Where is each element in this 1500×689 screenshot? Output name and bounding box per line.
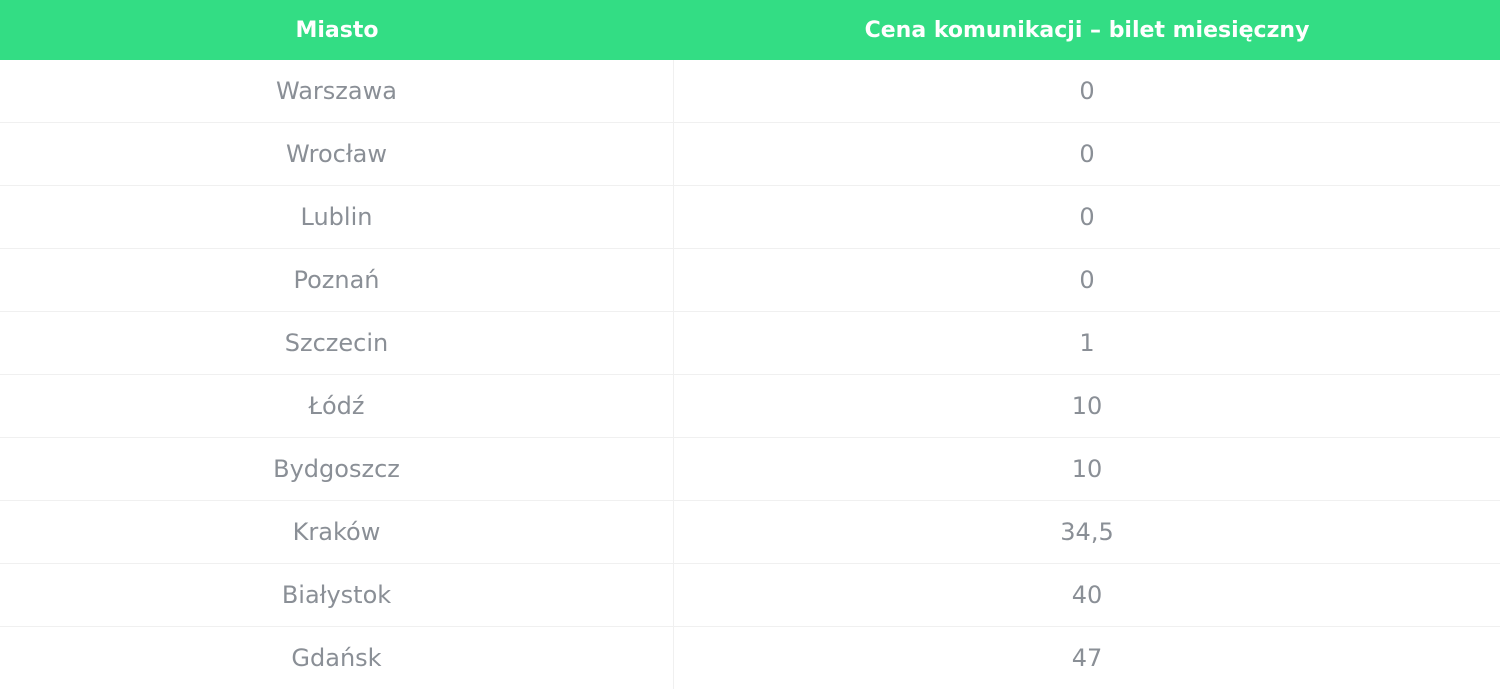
city-cell: Gdańsk (0, 627, 674, 689)
table-row: Białystok 40 (0, 564, 1500, 627)
city-cell: Bydgoszcz (0, 438, 674, 500)
price-cell: 1 (1079, 329, 1095, 357)
price-cell: 47 (1071, 644, 1103, 672)
table-row: Wrocław 0 (0, 123, 1500, 186)
price-cell: 0 (1079, 77, 1095, 105)
city-cell: Wrocław (0, 123, 674, 185)
header-price: Cena komunikacji – bilet miesięczny (864, 17, 1310, 43)
table-row: Poznań 0 (0, 249, 1500, 312)
price-cell: 40 (1071, 581, 1103, 609)
price-cell: 0 (1079, 203, 1095, 231)
city-cell: Warszawa (0, 60, 674, 122)
table-row: Bydgoszcz 10 (0, 438, 1500, 501)
city-cell: Szczecin (0, 312, 674, 374)
city-cell: Łódź (0, 375, 674, 437)
header-city: Miasto (295, 17, 379, 43)
table-row: Lublin 0 (0, 186, 1500, 249)
price-cell: 34,5 (1060, 518, 1114, 546)
city-cell: Białystok (0, 564, 674, 626)
table-header: Miasto Cena komunikacji – bilet miesięcz… (0, 0, 1500, 60)
city-cell: Poznań (0, 249, 674, 311)
price-cell: 0 (1079, 140, 1095, 168)
city-cell: Lublin (0, 186, 674, 248)
price-cell: 10 (1071, 392, 1103, 420)
table-row: Kraków 34,5 (0, 501, 1500, 564)
table-row: Gdańsk 47 (0, 627, 1500, 689)
price-cell: 10 (1071, 455, 1103, 483)
table-row: Szczecin 1 (0, 312, 1500, 375)
price-cell: 0 (1079, 266, 1095, 294)
city-cell: Kraków (0, 501, 674, 563)
table-row: Łódź 10 (0, 375, 1500, 438)
table-row: Warszawa 0 (0, 60, 1500, 123)
